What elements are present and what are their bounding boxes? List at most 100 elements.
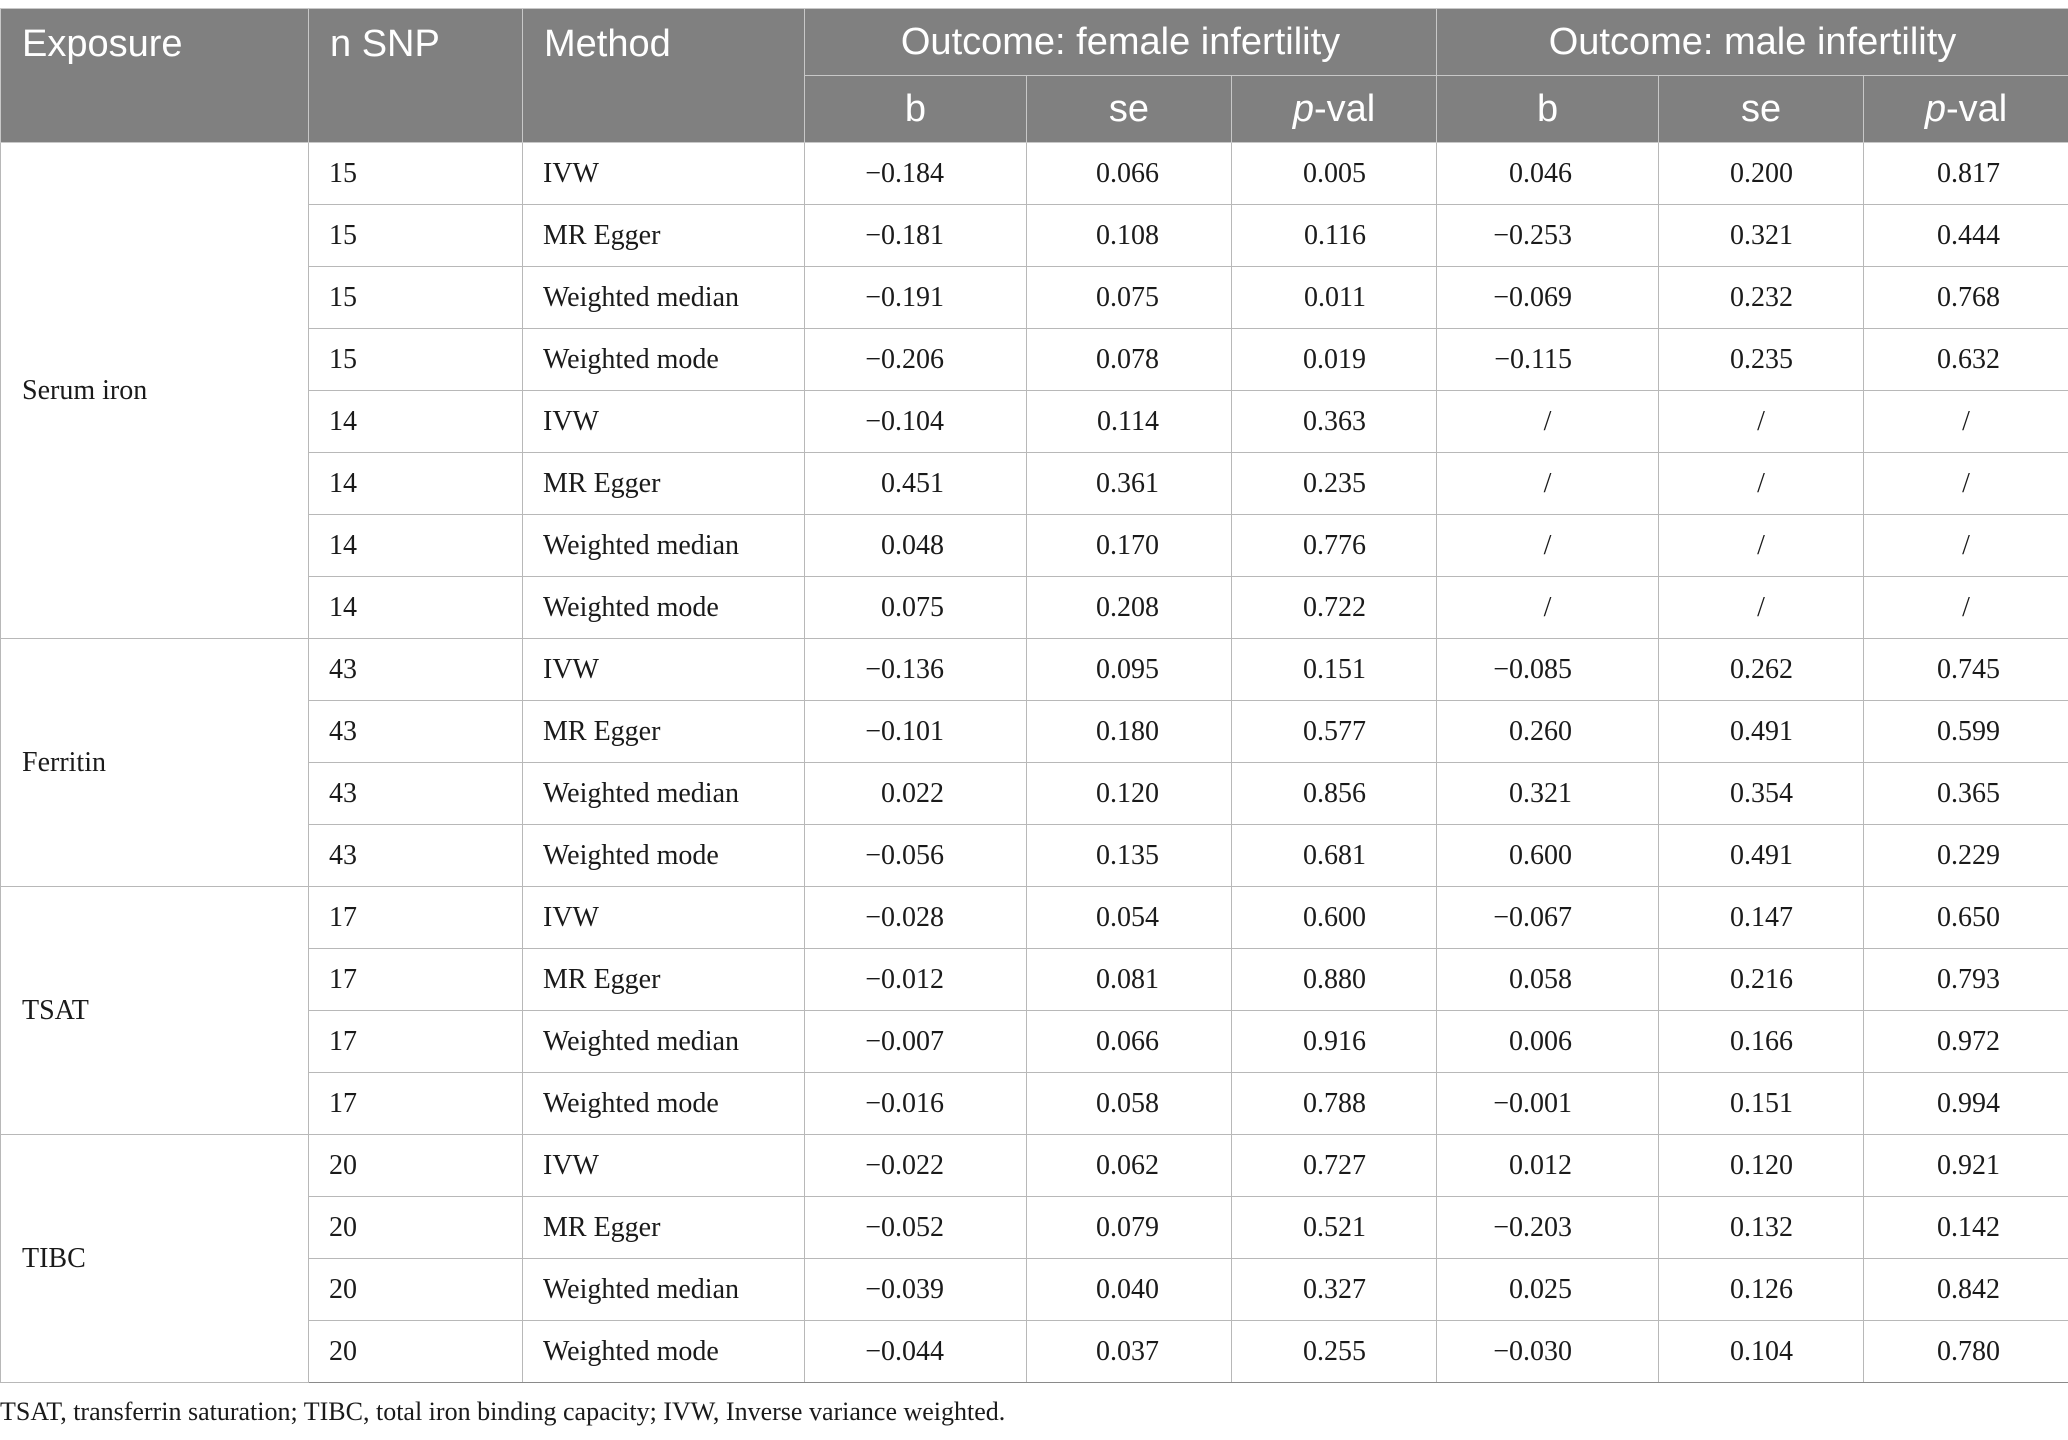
female-se-cell: 0.054 — [1026, 886, 1232, 949]
table-row: 15 Weighted mode −0.206 0.078 0.019 −0.115 0.2… — [1, 328, 2068, 391]
female-b-cell: −0.044 — [804, 1320, 1027, 1383]
female-pval-cell: 0.856 — [1230, 762, 1438, 825]
female-se-cell: 0.361 — [1026, 452, 1232, 515]
female-b-cell: −0.206 — [804, 328, 1027, 391]
male-se-cell: 0.200 — [1658, 142, 1865, 205]
method-cell: MR Egger — [522, 700, 805, 763]
method-cell: Weighted median — [522, 762, 805, 825]
male-pval-cell: 0.817 — [1863, 142, 2068, 205]
female-se-cell: 0.120 — [1026, 762, 1232, 825]
n-snp-cell: 43 — [308, 762, 523, 825]
table-row: Ferritin 43 IVW −0.136 0.095 0.151 −0.085 0.262… — [0, 638, 2068, 887]
table-footnote: TSAT, transferrin saturation; TIBC, tota… — [0, 1397, 1006, 1426]
pval-suffix: -val — [1945, 87, 2008, 130]
female-pval-cell: 0.521 — [1230, 1196, 1438, 1259]
female-se-cell: 0.040 — [1026, 1258, 1232, 1321]
exposure-cell: TSAT — [0, 886, 309, 1135]
female-pval-cell: 0.011 — [1230, 266, 1438, 329]
table-row: 43 Weighted median 0.022 0.120 0.856 0.321 0.3… — [1, 762, 2068, 825]
table-row: 14 Weighted mode 0.075 0.208 0.722// / — [1, 576, 2068, 639]
method-cell: MR Egger — [522, 1196, 805, 1259]
male-b-cell: 0.012 — [1436, 1134, 1660, 1197]
pval-suffix: -val — [1313, 87, 1376, 130]
female-se-cell: 0.066 — [1026, 1010, 1232, 1073]
n-snp-cell: 17 — [308, 948, 523, 1011]
col-header-male-b: b — [1436, 75, 1660, 143]
method-cell: MR Egger — [522, 452, 805, 515]
female-b-cell: −0.022 — [804, 1134, 1027, 1197]
female-pval-cell: 0.880 — [1230, 948, 1438, 1011]
method-cell: Weighted median — [522, 1010, 805, 1073]
n-snp-cell: 14 — [308, 576, 523, 639]
female-se-cell: 0.114 — [1026, 390, 1232, 453]
male-pval-cell: 0.365 — [1863, 762, 2068, 825]
male-se-cell: 0.147 — [1658, 886, 1865, 949]
table-row: Serum iron 15 IVW −0.184 0.066 0.005 0.046 0.20… — [0, 142, 2068, 639]
table-body: Serum iron 15 IVW −0.184 0.066 0.005 0.046 0.20… — [0, 142, 2068, 1383]
table-row: 20 MR Egger −0.052 0.079 0.521 −0.203 0.132 0.1… — [1, 1196, 2068, 1259]
female-b-cell: −0.039 — [804, 1258, 1027, 1321]
table-row: 20 Weighted mode −0.044 0.037 0.255 −0.030 0.1… — [1, 1320, 2068, 1383]
method-cell: IVW — [522, 142, 805, 205]
female-pval-cell: 0.916 — [1230, 1010, 1438, 1073]
exposure-cell: Ferritin — [0, 638, 309, 887]
col-header-outcome-male: Outcome: male infertility — [1436, 8, 2068, 76]
table-row: 17 MR Egger −0.012 0.081 0.880 0.058 0.216 0.79… — [1, 948, 2068, 1011]
col-header-male-se: se — [1658, 75, 1865, 143]
male-se-cell: 0.151 — [1658, 1072, 1865, 1135]
col-header-n-snp: n SNP — [308, 8, 523, 143]
table-row: 17 Weighted median −0.007 0.066 0.916 0.006 0.… — [1, 1010, 2068, 1073]
male-b-cell: 0.006 — [1436, 1010, 1660, 1073]
n-snp-cell: 14 — [308, 390, 523, 453]
results-table: Exposure n SNP Method Outcome: female in… — [0, 8, 2068, 1383]
female-se-cell: 0.078 — [1026, 328, 1232, 391]
method-cell: IVW — [522, 638, 805, 701]
male-b-cell: 0.321 — [1436, 762, 1660, 825]
table-row: 14 MR Egger 0.451 0.361 0.235// / — [1, 452, 2068, 515]
female-pval-cell: 0.151 — [1230, 638, 1438, 701]
female-pval-cell: 0.681 — [1230, 824, 1438, 887]
male-b-cell: 0.046 — [1436, 142, 1660, 205]
male-se-cell: 0.166 — [1658, 1010, 1865, 1073]
male-pval-cell: 0.444 — [1863, 204, 2068, 267]
male-b-cell: 0.058 — [1436, 948, 1660, 1011]
table-row: 20 Weighted median −0.039 0.040 0.327 0.025 0.… — [1, 1258, 2068, 1321]
n-snp-cell: 43 — [308, 700, 523, 763]
male-b-cell: −0.253 — [1436, 204, 1660, 267]
male-b-cell: 0.600 — [1436, 824, 1660, 887]
method-cell: Weighted mode — [522, 824, 805, 887]
method-cell: MR Egger — [522, 204, 805, 267]
male-se-cell: 0.104 — [1658, 1320, 1865, 1383]
male-pval-cell: 0.921 — [1863, 1134, 2068, 1197]
female-b-cell: −0.184 — [804, 142, 1027, 205]
male-b-cell: / — [1436, 576, 1660, 639]
female-b-cell: 0.451 — [804, 452, 1027, 515]
male-b-cell: −0.001 — [1436, 1072, 1660, 1135]
table-row: 15 Weighted median −0.191 0.075 0.011 −0.069 0… — [1, 266, 2068, 329]
male-pval-cell: 0.780 — [1863, 1320, 2068, 1383]
method-cell: Weighted median — [522, 266, 805, 329]
pval-italic-p: p — [1924, 87, 1946, 130]
male-b-cell: 0.260 — [1436, 700, 1660, 763]
male-b-cell: 0.025 — [1436, 1258, 1660, 1321]
female-pval-cell: 0.727 — [1230, 1134, 1438, 1197]
female-pval-cell: 0.722 — [1230, 576, 1438, 639]
female-pval-cell: 0.600 — [1230, 886, 1438, 949]
female-se-cell: 0.108 — [1026, 204, 1232, 267]
method-cell: Weighted mode — [522, 1320, 805, 1383]
n-snp-cell: 43 — [308, 824, 523, 887]
n-snp-cell: 43 — [308, 638, 523, 701]
col-header-female-se: se — [1026, 75, 1232, 143]
method-cell: IVW — [522, 1134, 805, 1197]
female-b-cell: −0.028 — [804, 886, 1027, 949]
n-snp-cell: 17 — [308, 886, 523, 949]
n-snp-cell: 15 — [308, 328, 523, 391]
header-row-sub: b se p-val b se p-val — [1, 75, 2068, 143]
male-b-cell: −0.030 — [1436, 1320, 1660, 1383]
female-se-cell: 0.062 — [1026, 1134, 1232, 1197]
female-pval-cell: 0.116 — [1230, 204, 1438, 267]
male-pval-cell: 0.650 — [1863, 886, 2068, 949]
female-pval-cell: 0.788 — [1230, 1072, 1438, 1135]
exposure-cell: Serum iron — [0, 142, 309, 639]
female-se-cell: 0.058 — [1026, 1072, 1232, 1135]
